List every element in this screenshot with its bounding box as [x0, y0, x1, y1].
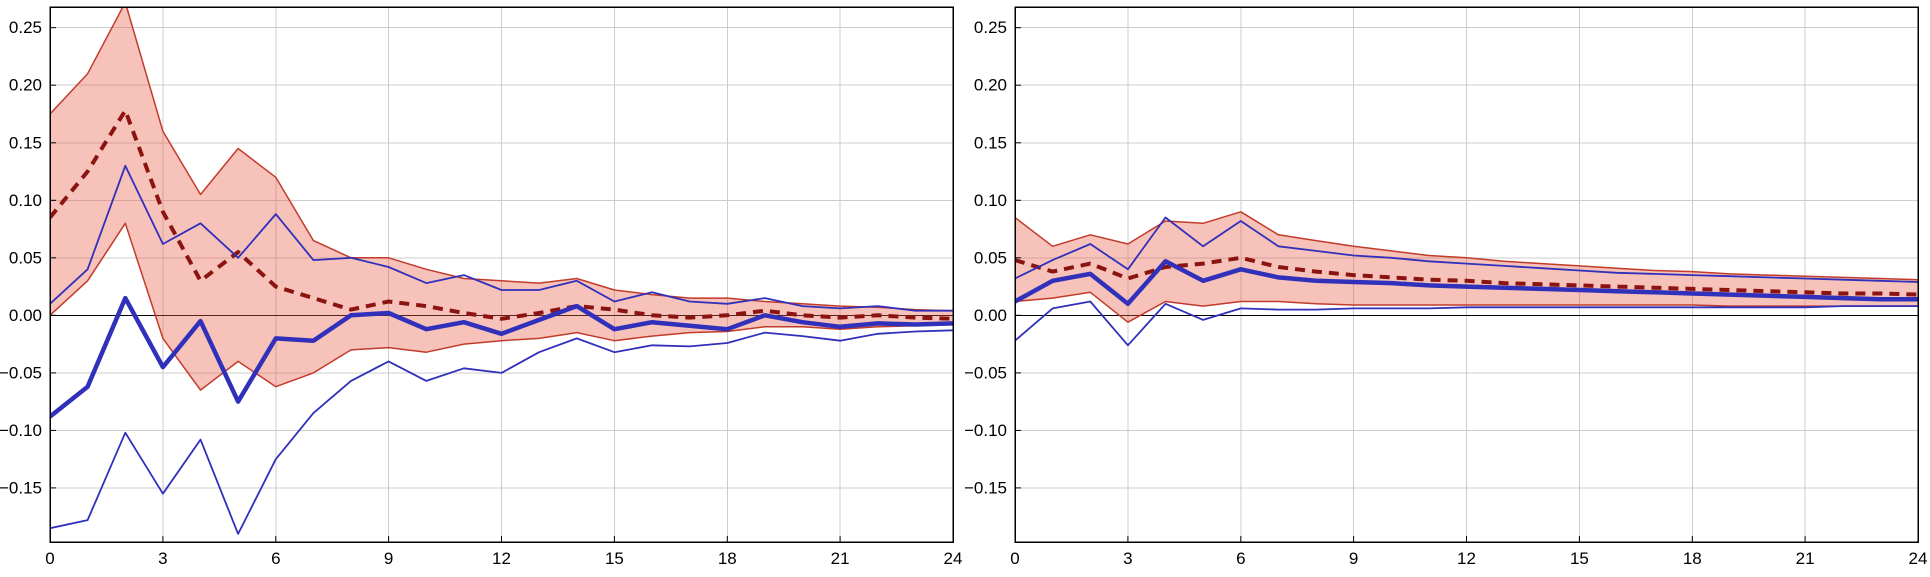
y-tick-label: 0.25: [974, 18, 1007, 37]
blue-point-estimate: [1015, 259, 1918, 307]
x-tick-label: 18: [1683, 549, 1702, 568]
x-tick-label: 0: [45, 549, 54, 568]
y-tick-label: −0.15: [965, 478, 1007, 497]
y-tick-label: 0.05: [974, 248, 1007, 267]
y-tick-label: 0.00: [9, 306, 42, 325]
red-band-upper-line: [50, 7, 953, 312]
blue-point-estimate: [50, 295, 953, 419]
irf-panel-left: 0 3 6 9 12 15 18 21 24 0.25 0.20 0.15 0.10 0.05 0.00 −0…: [0, 0, 965, 572]
blue-band-upper-line: [1015, 216, 1918, 283]
y-tick-label: 0.00: [974, 306, 1007, 325]
x-tick-label: 15: [1570, 549, 1589, 568]
x-tick-label: 21: [831, 549, 850, 568]
irf-plot: 0 3 6 9 12 15 18 21 24 0.25 0.20 0.15 0.10 0.05 0.00 −0…: [964, 6, 1928, 568]
y-tick-label: 0.15: [974, 133, 1007, 152]
y-tick-label: 0.20: [974, 76, 1007, 95]
y-tick-label: 0.20: [9, 76, 42, 95]
x-tick-label: 24: [944, 549, 963, 568]
irf-panel-right: 0 3 6 9 12 15 18 21 24 0.25 0.20 0.15 0.10 0.05 0.00 −0…: [964, 0, 1930, 572]
red-band-upper-line: [1015, 211, 1918, 281]
red-band-lower-line: [50, 222, 953, 391]
x-tick-label: 12: [492, 549, 511, 568]
y-tick-label: −0.10: [0, 421, 42, 440]
y-tick-label: −0.15: [0, 478, 42, 497]
x-tick-label: 18: [718, 549, 737, 568]
x-tick-label: 3: [1123, 549, 1132, 568]
x-tick-label: 12: [1457, 549, 1476, 568]
red-confidence-band: [50, 7, 953, 391]
red-dashed-point-estimate: [50, 108, 953, 321]
x-tick-label: 24: [1909, 549, 1928, 568]
x-tick-label: 9: [384, 549, 393, 568]
y-tick-label: −0.10: [965, 421, 1007, 440]
irf-plot: 0 3 6 9 12 15 18 21 24 0.25 0.20 0.15 0.10 0.05 0.00 −0…: [0, 6, 963, 568]
plot-border: [49, 6, 954, 543]
blue-band-lower-line: [50, 329, 953, 535]
red-band-lower-line: [1015, 291, 1918, 323]
x-tick-label: 3: [158, 549, 167, 568]
y-tick-label: 0.10: [9, 191, 42, 210]
y-tick-label: 0.25: [9, 18, 42, 37]
y-tick-label: 0.15: [9, 133, 42, 152]
red-dashed-point-estimate: [1015, 255, 1918, 297]
x-tick-label: 21: [1796, 549, 1815, 568]
x-tick-label: 0: [1010, 549, 1019, 568]
y-tick-label: 0.10: [974, 191, 1007, 210]
x-tick-label: 6: [1236, 549, 1245, 568]
blue-band-upper-line: [50, 164, 953, 312]
blue-band-lower-line: [1015, 300, 1918, 347]
x-tick-label: 9: [1349, 549, 1358, 568]
x-tick-label: 15: [605, 549, 624, 568]
y-tick-label: −0.05: [965, 363, 1007, 382]
x-tick-label: 6: [271, 549, 280, 568]
y-tick-label: 0.05: [9, 248, 42, 267]
plot-border: [1014, 6, 1919, 543]
y-tick-label: −0.05: [0, 363, 42, 382]
